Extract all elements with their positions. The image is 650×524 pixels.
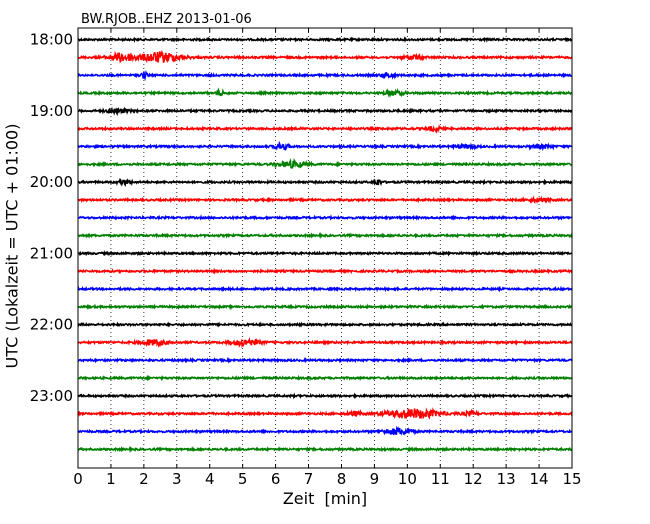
chart-title: BW.RJOB..EHZ 2013-01-06 <box>81 12 252 27</box>
trace-18:45 <box>77 87 573 99</box>
y-tick-label: 18:00 <box>30 31 73 49</box>
trace-22:00 <box>77 321 573 328</box>
trace-21:30 <box>77 285 573 293</box>
x-tick-label: 15 <box>562 470 581 488</box>
x-tick-label: 9 <box>370 470 380 488</box>
x-tick-label: 13 <box>497 470 516 488</box>
x-tick-label: 11 <box>431 470 450 488</box>
trace-23:15 <box>77 407 573 420</box>
x-tick-label: 2 <box>139 470 149 488</box>
trace-21:15 <box>77 267 573 275</box>
y-tick-label: 22:00 <box>30 316 73 334</box>
trace-19:15 <box>77 124 573 134</box>
trace-21:45 <box>77 303 573 311</box>
y-tick-label: 20:00 <box>30 173 73 191</box>
trace-18:30 <box>77 69 573 82</box>
y-tick-label: 21:00 <box>30 244 73 262</box>
x-tick-label: 8 <box>337 470 347 488</box>
x-axis-label: Zeit [min] <box>282 489 368 508</box>
trace-21:00 <box>77 250 573 257</box>
trace-19:30 <box>77 140 573 152</box>
x-tick-label: 7 <box>304 470 314 488</box>
trace-23:45 <box>77 445 573 453</box>
trace-23:00 <box>77 392 573 400</box>
plot-frame <box>77 27 573 469</box>
y-axis-label: UTC (Lokalzeit = UTC + 01:00) <box>2 123 22 369</box>
trace-19:00 <box>77 106 573 117</box>
y-tick-label: 23:00 <box>30 387 73 405</box>
trace-22:30 <box>77 356 573 364</box>
trace-18:00 <box>77 36 573 43</box>
trace-20:30 <box>77 214 573 221</box>
x-tick-label: 5 <box>238 470 248 488</box>
trace-20:45 <box>77 232 573 240</box>
trace-19:45 <box>77 158 573 169</box>
trace-20:00 <box>77 177 573 187</box>
x-tick-label: 3 <box>172 470 182 488</box>
trace-20:15 <box>77 195 573 204</box>
x-tick-label: 10 <box>398 470 417 488</box>
trace-22:45 <box>77 374 573 382</box>
x-tick-label: 4 <box>205 470 215 488</box>
x-tick-label: 14 <box>530 470 549 488</box>
x-tick-label: 0 <box>73 470 83 488</box>
x-tick-label: 12 <box>464 470 483 488</box>
trace-23:30 <box>77 425 573 436</box>
x-tick-label: 6 <box>271 470 281 488</box>
trace-18:15 <box>77 49 573 64</box>
trace-22:15 <box>77 337 573 349</box>
y-tick-label: 19:00 <box>30 102 73 120</box>
x-tick-label: 1 <box>106 470 116 488</box>
